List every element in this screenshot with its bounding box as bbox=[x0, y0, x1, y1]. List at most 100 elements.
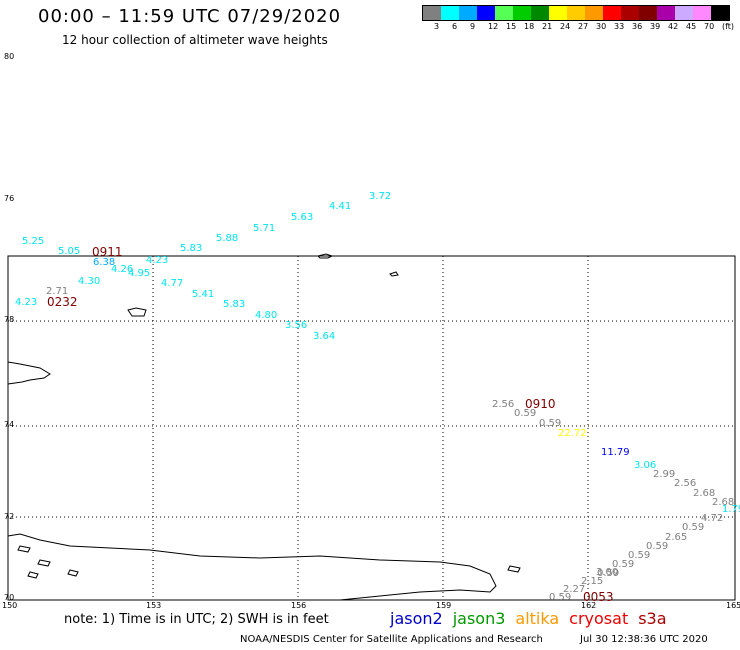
wave-height-value: 5.25 bbox=[22, 236, 44, 247]
lat-tick: 74 bbox=[4, 420, 14, 429]
wave-height-value: 2.56 bbox=[492, 399, 514, 410]
colorbar-label: 3 bbox=[434, 22, 440, 31]
wave-height-value: 4.41 bbox=[329, 201, 351, 212]
map-title: 00:00 – 11:59 UTC 07/29/2020 bbox=[38, 6, 342, 27]
wave-height-value: 0.59 bbox=[612, 559, 634, 570]
colorbar-label: 27 bbox=[578, 22, 589, 31]
lon-tick: 162 bbox=[581, 601, 596, 610]
colorbar-swatch bbox=[423, 6, 441, 20]
lat-tick: 80 bbox=[4, 52, 14, 61]
wave-height-value: 1.79 bbox=[722, 504, 740, 515]
legend-item: cryosat bbox=[569, 609, 629, 628]
colorbar-label: 39 bbox=[650, 22, 661, 31]
lon-tick: 156 bbox=[291, 601, 306, 610]
colorbar-swatch bbox=[675, 6, 693, 20]
wave-height-value: 2.27 bbox=[563, 584, 585, 595]
lon-tick: 159 bbox=[436, 601, 451, 610]
wave-height-value: 2.65 bbox=[665, 532, 687, 543]
wave-height-value: 5.88 bbox=[216, 233, 238, 244]
wave-height-value: 2.15 bbox=[581, 576, 603, 587]
wave-height-value: 4.23 bbox=[146, 255, 168, 266]
wave-height-value: 0.59 bbox=[682, 522, 704, 533]
colorbar-label: 36 bbox=[632, 22, 643, 31]
colorbar-label: 33 bbox=[614, 22, 625, 31]
wave-height-value: 3.64 bbox=[313, 331, 335, 342]
wave-height-value: 2.71 bbox=[46, 286, 68, 297]
wave-height-value: 5.41 bbox=[192, 289, 214, 300]
colorbar-label: 30 bbox=[596, 22, 607, 31]
wave-height-value: 22.72 bbox=[558, 428, 587, 439]
legend-item: jason2 bbox=[390, 609, 443, 628]
wave-height-value: 0.59 bbox=[646, 541, 668, 552]
wave-height-value: 5.05 bbox=[58, 246, 80, 257]
colorbar-labels: 3 6 9 12 15 18 21 24 27 30 33 36 39 42 45 70 (ft) bbox=[422, 22, 740, 34]
wave-height-value: 4.30 bbox=[78, 276, 100, 287]
colorbar-label: 42 bbox=[668, 22, 679, 31]
lat-tick: 78 bbox=[4, 315, 14, 324]
wave-height-labels: 5.25 5.05 6.384.264.95 4.23 5.83 5.88 5.71 5.63… bbox=[15, 191, 740, 603]
pass-time-label: 0910 bbox=[525, 397, 556, 411]
colorbar-label: 9 bbox=[470, 22, 476, 31]
colorbar-swatch bbox=[711, 6, 729, 20]
wave-height-value: 4.95 bbox=[128, 268, 150, 279]
wave-height-value: 11.79 bbox=[601, 447, 630, 458]
pass-time-label: 0232 bbox=[47, 295, 78, 309]
pass-time-label: 0053 bbox=[583, 590, 614, 604]
wave-height-value: 2.99 bbox=[653, 469, 675, 480]
footer-timestamp: Jul 30 12:38:36 UTC 2020 bbox=[580, 634, 708, 645]
wave-height-colorbar bbox=[422, 5, 730, 21]
wave-height-value: 4.72 bbox=[701, 513, 723, 524]
colorbar-label: 70 bbox=[704, 22, 715, 31]
colorbar-swatch bbox=[639, 6, 657, 20]
lat-tick: 70 bbox=[4, 593, 14, 602]
colorbar-label: (ft) bbox=[722, 22, 735, 31]
wave-height-value: 4.77 bbox=[161, 278, 183, 289]
map-subtitle: 12 hour collection of altimeter wave hei… bbox=[62, 33, 328, 47]
note-text: note: 1) Time is in UTC; 2) SWH is in fe… bbox=[64, 612, 329, 627]
satellite-legend: jason2 jason3 altika cryosat s3a bbox=[390, 609, 677, 628]
wave-height-value: 0.59 bbox=[549, 592, 571, 603]
legend-item: s3a bbox=[638, 609, 667, 628]
colorbar-swatch bbox=[459, 6, 477, 20]
wave-height-value: 4.23 bbox=[15, 297, 37, 308]
wave-height-value: 2.68 bbox=[712, 497, 734, 508]
wave-height-value: 4.80 bbox=[255, 310, 277, 321]
wave-height-value: 0.59 bbox=[539, 418, 561, 429]
wave-height-value: 3.56 bbox=[285, 320, 307, 331]
colorbar-label: 45 bbox=[686, 22, 697, 31]
lat-tick: 76 bbox=[4, 194, 14, 203]
colorbar-label: 6 bbox=[452, 22, 458, 31]
colorbar-swatch bbox=[585, 6, 603, 20]
wave-height-value: 5.83 bbox=[223, 299, 245, 310]
wave-height-value: 3.06 bbox=[634, 460, 656, 471]
wave-height-value: 2.56 bbox=[674, 478, 696, 489]
wave-height-value: 5.71 bbox=[253, 223, 275, 234]
wave-height-value: 0.59 bbox=[628, 550, 650, 561]
colorbar-swatch bbox=[657, 6, 675, 20]
pass-time-label: 0911 bbox=[92, 245, 123, 259]
wave-height-value: 0.59 bbox=[514, 408, 536, 419]
wave-height-value: 3.00 bbox=[596, 567, 618, 578]
wave-height-value: 6.38 bbox=[93, 257, 115, 268]
colorbar-label: 24 bbox=[560, 22, 571, 31]
colorbar-swatch bbox=[531, 6, 549, 20]
colorbar-swatch bbox=[693, 6, 711, 20]
wave-height-value: 0.59 bbox=[597, 568, 619, 579]
lon-tick: 153 bbox=[146, 601, 161, 610]
colorbar-swatch bbox=[495, 6, 513, 20]
colorbar-swatch bbox=[549, 6, 567, 20]
wave-height-value: 4.26 bbox=[111, 264, 133, 275]
map-frame bbox=[7, 255, 736, 601]
legend-item: altika bbox=[515, 609, 560, 628]
wave-height-value: 2.68 bbox=[693, 488, 715, 499]
colorbar-swatch bbox=[477, 6, 495, 20]
lon-tick: 165 bbox=[726, 601, 740, 610]
coastlines bbox=[7, 253, 521, 601]
colorbar-label: 15 bbox=[506, 22, 517, 31]
lon-tick: 150 bbox=[2, 601, 17, 610]
colorbar-swatch bbox=[621, 6, 639, 20]
colorbar-swatch bbox=[441, 6, 459, 20]
grid-lines bbox=[8, 256, 735, 600]
legend-item: jason3 bbox=[452, 609, 506, 628]
